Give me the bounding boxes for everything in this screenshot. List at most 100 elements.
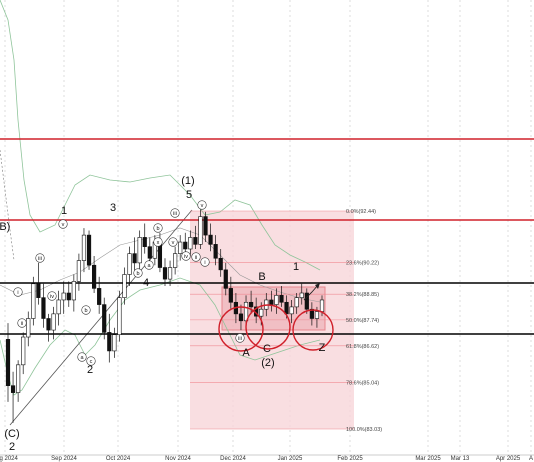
wave-label-circle	[58, 219, 68, 229]
circled-wave-label: a	[147, 263, 151, 269]
fib-lines: 0.0%(92.44) 23.6%(90.22) 38.2%(88.85) 50.0%…	[190, 209, 382, 433]
arrow-head	[315, 283, 320, 289]
wave-channel-line	[9, 209, 193, 426]
candle-body	[10, 385, 16, 393]
fib-level-label: 0.0%(92.44)	[346, 209, 376, 215]
wave-label-circle	[170, 208, 180, 218]
candle-body	[66, 292, 71, 301]
candle-body	[314, 311, 320, 319]
candle-body	[238, 313, 244, 322]
wave-label: (1)	[181, 175, 194, 187]
candle-body	[137, 237, 142, 264]
wave-label-circle	[153, 237, 163, 247]
x-tick-label: Feb 2025	[337, 456, 363, 462]
wave-label: 2	[9, 441, 15, 453]
candle-body	[269, 299, 274, 305]
candle-body	[112, 334, 117, 352]
candle-body	[56, 299, 61, 315]
x-tick-label: Sep 2024	[51, 456, 77, 462]
projection-arrow	[303, 284, 319, 301]
wave-label-circle	[153, 223, 163, 233]
candle-body	[51, 313, 56, 331]
candle-body	[279, 295, 284, 303]
candle-body	[274, 295, 279, 305]
circled-wave-label: b	[156, 226, 159, 232]
circled-wave-label: a	[80, 355, 84, 361]
wave-label: Z	[319, 342, 326, 354]
candle-body	[284, 301, 289, 315]
candle-body	[26, 318, 31, 338]
highlight-circle-a	[218, 306, 264, 352]
fib-level-label: 38.2%(88.85)	[346, 292, 379, 298]
candle-body	[289, 306, 294, 315]
candle-body	[193, 237, 198, 245]
fib-level-label: 50.0%(87.74)	[346, 318, 379, 324]
wave-label-circle	[133, 268, 143, 278]
circled-wave-label: b	[136, 271, 139, 277]
circled-wave-label: x	[157, 240, 160, 246]
candle-body	[198, 216, 203, 245]
wave-label-circle	[144, 260, 154, 270]
candle-body	[16, 364, 21, 393]
circled-wave-label: ii	[195, 255, 197, 261]
candle-body	[102, 304, 107, 333]
x-tick-label: Mar 13	[451, 456, 470, 462]
wave-label: 1	[61, 205, 67, 217]
candle-body	[208, 234, 213, 245]
fib-level-label: 23.6%(90.22)	[346, 260, 379, 266]
vertical-grid	[4, 0, 532, 455]
wave-label: 4	[143, 277, 149, 289]
circled-wave-label: iii	[38, 256, 42, 262]
candle-body	[117, 297, 122, 336]
x-tick-label: Dec 2024	[220, 456, 246, 462]
x-tick-label: Aug 2024	[0, 456, 19, 462]
wave-label-circle	[191, 252, 201, 262]
circled-wave-label: i	[204, 260, 205, 266]
candle-body	[122, 274, 127, 298]
circled-wave-label: iv	[50, 294, 54, 300]
upper-envelope	[0, 0, 321, 271]
circled-wave-label: i	[17, 290, 18, 296]
candle-body	[259, 308, 264, 317]
circled-wave-label: c	[90, 359, 93, 365]
circled-wave-label: v	[62, 222, 65, 228]
wave-label: 3	[110, 202, 116, 214]
candle-body	[213, 244, 218, 259]
fib-level-label: 78.6%(85.04)	[346, 380, 379, 386]
wave-label: 1	[293, 261, 299, 273]
wave-label: (B)	[0, 221, 10, 233]
x-tick-label: Jan 2025	[278, 456, 303, 462]
wave-label: (C)	[4, 428, 19, 440]
candle-body	[183, 241, 188, 250]
wave-label: A	[242, 347, 250, 359]
wave-label-circle	[197, 200, 207, 210]
circled-wave-label: iii	[238, 336, 242, 342]
wave-label: C	[263, 343, 271, 355]
highlight-circle-c	[245, 304, 291, 350]
candle-body	[188, 237, 193, 250]
candle-body	[41, 297, 46, 319]
candle-body	[147, 246, 152, 259]
wave-label-circle	[13, 287, 23, 297]
x-tick-label: Oct 2024	[106, 456, 131, 462]
candle-body	[97, 288, 102, 305]
wave-label-circle	[35, 253, 45, 263]
candle-body	[5, 339, 11, 386]
fib-level-label: 61.8%(86.62)	[346, 344, 379, 350]
circled-wave-label: ii	[21, 321, 23, 327]
wave-label: 5	[186, 189, 192, 201]
candle-body	[36, 283, 41, 298]
lower-envelope	[0, 277, 321, 396]
candle-body	[132, 253, 137, 264]
wave-label-circle	[235, 333, 245, 343]
candle-body	[299, 292, 304, 298]
candle-body	[162, 267, 168, 280]
candle-body	[107, 332, 112, 352]
wave-label-circle	[181, 251, 191, 261]
highlight-circle-z	[292, 309, 334, 351]
circled-wave-label: v	[172, 240, 175, 246]
candle-body	[178, 241, 183, 254]
candle-body	[304, 292, 309, 310]
